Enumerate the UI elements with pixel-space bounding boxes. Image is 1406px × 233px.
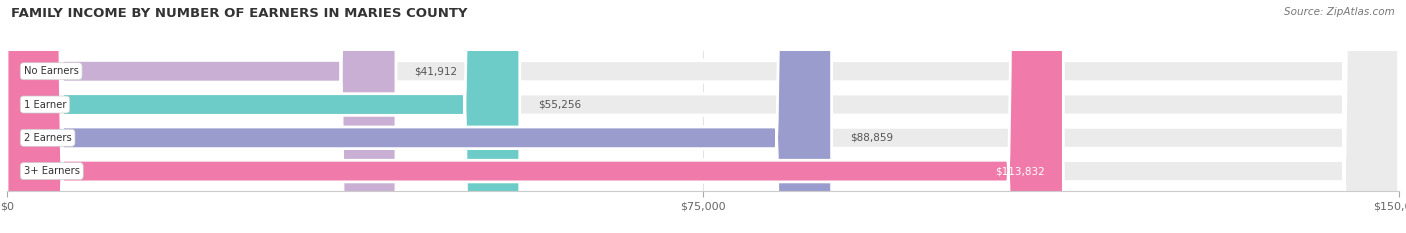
FancyBboxPatch shape (7, 0, 1399, 233)
Text: 1 Earner: 1 Earner (24, 99, 66, 110)
Text: FAMILY INCOME BY NUMBER OF EARNERS IN MARIES COUNTY: FAMILY INCOME BY NUMBER OF EARNERS IN MA… (11, 7, 468, 20)
Text: $55,256: $55,256 (538, 99, 582, 110)
FancyBboxPatch shape (7, 0, 1399, 233)
Text: $113,832: $113,832 (995, 166, 1045, 176)
FancyBboxPatch shape (7, 0, 831, 233)
FancyBboxPatch shape (7, 0, 1399, 233)
Text: $88,859: $88,859 (851, 133, 893, 143)
FancyBboxPatch shape (7, 0, 396, 233)
Text: Source: ZipAtlas.com: Source: ZipAtlas.com (1284, 7, 1395, 17)
Text: $41,912: $41,912 (415, 66, 457, 76)
FancyBboxPatch shape (7, 0, 1399, 233)
Text: 2 Earners: 2 Earners (24, 133, 72, 143)
FancyBboxPatch shape (7, 0, 1063, 233)
Text: 3+ Earners: 3+ Earners (24, 166, 80, 176)
Text: No Earners: No Earners (24, 66, 79, 76)
FancyBboxPatch shape (7, 0, 520, 233)
